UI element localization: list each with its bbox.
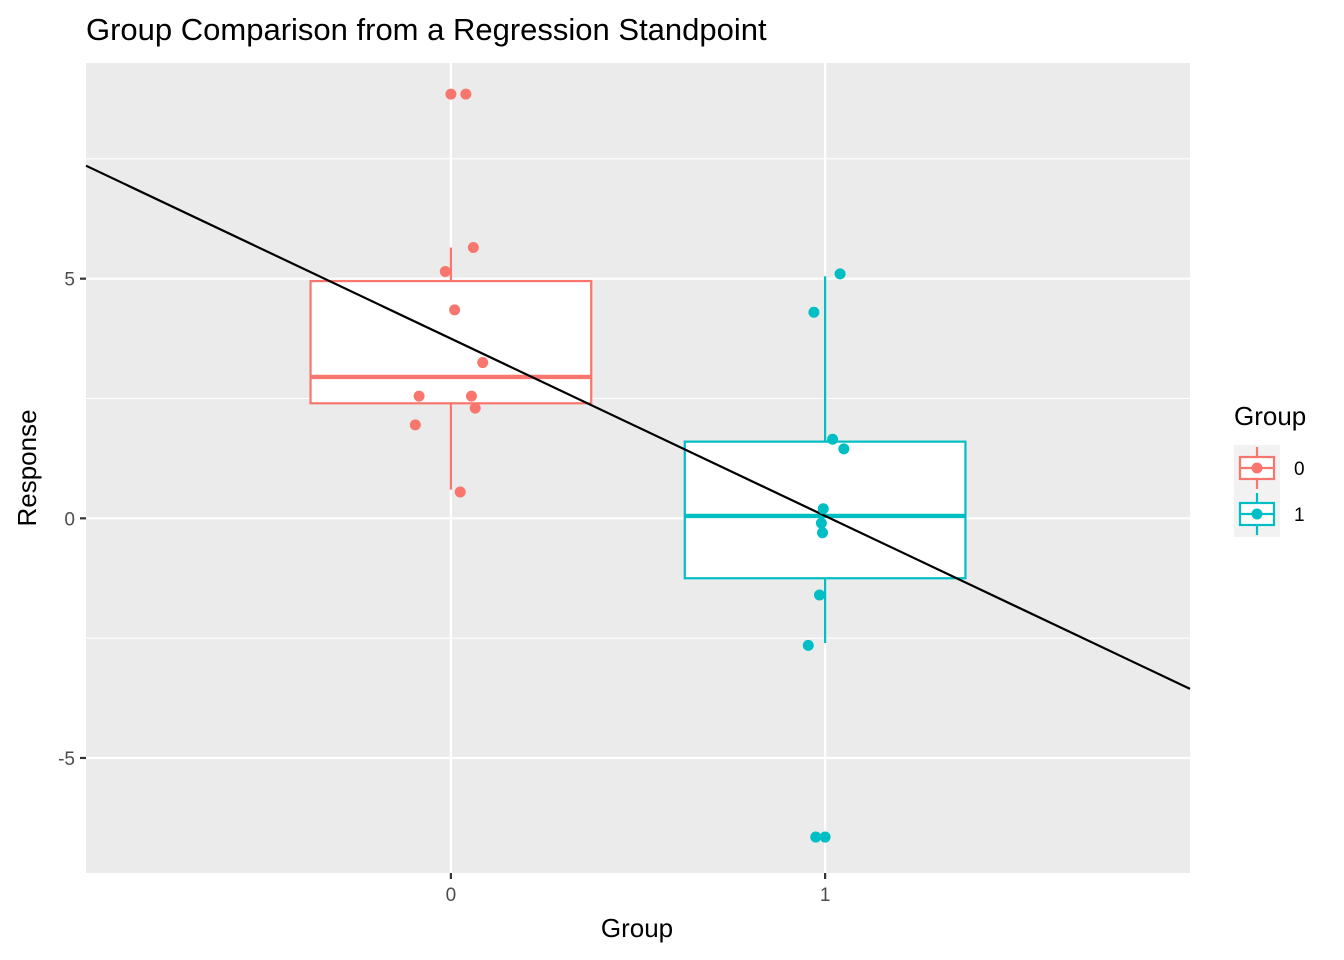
data-point-group-0: [469, 402, 481, 414]
data-point-group-0: [467, 242, 479, 254]
legend-item-1: 1: [1234, 491, 1305, 537]
data-point-group-1: [838, 443, 850, 455]
legend-label: 0: [1294, 459, 1305, 480]
chart-title: Group Comparison from a Regression Stand…: [86, 12, 767, 47]
data-point-group-1: [814, 589, 826, 601]
data-point-group-1: [808, 306, 820, 318]
axes: -5 0 5 0 1: [58, 270, 830, 906]
plot-panel: [86, 63, 1190, 873]
x-tick-label: 1: [820, 885, 831, 906]
x-tick-label: 0: [446, 885, 457, 906]
data-point-group-1: [802, 639, 814, 651]
points: [409, 88, 850, 843]
y-tick-label: -5: [58, 749, 75, 770]
data-point-group-0: [460, 88, 472, 100]
data-point-group-0: [439, 265, 451, 277]
data-point-group-1: [834, 268, 846, 280]
y-tick-label: 5: [64, 270, 75, 291]
data-point-group-0: [477, 357, 489, 369]
y-axis-title: Response: [12, 409, 42, 526]
legend-item-0: 0: [1234, 445, 1305, 491]
legend-label: 1: [1294, 505, 1305, 526]
data-point-group-0: [409, 419, 421, 431]
x-axis-title: Group: [601, 913, 673, 943]
legend-key-point: [1251, 508, 1263, 520]
data-point-group-0: [445, 88, 457, 100]
legend-title: Group: [1234, 401, 1306, 431]
regression-line: [85, 164, 1191, 690]
data-point-group-1: [815, 517, 827, 529]
data-point-group-1: [817, 503, 829, 515]
data-point-group-0: [449, 304, 461, 316]
data-point-group-0: [465, 390, 477, 402]
y-tick-label: 0: [64, 509, 75, 530]
data-point-group-0: [454, 486, 466, 498]
data-point-group-1: [819, 831, 831, 843]
data-point-group-1: [816, 527, 828, 539]
data-point-group-1: [810, 831, 822, 843]
legend-key-point: [1251, 462, 1263, 474]
data-point-group-1: [827, 433, 839, 445]
data-point-group-0: [413, 390, 425, 402]
regression-layer: [85, 164, 1191, 690]
legend: Group 0 1: [1234, 401, 1306, 537]
